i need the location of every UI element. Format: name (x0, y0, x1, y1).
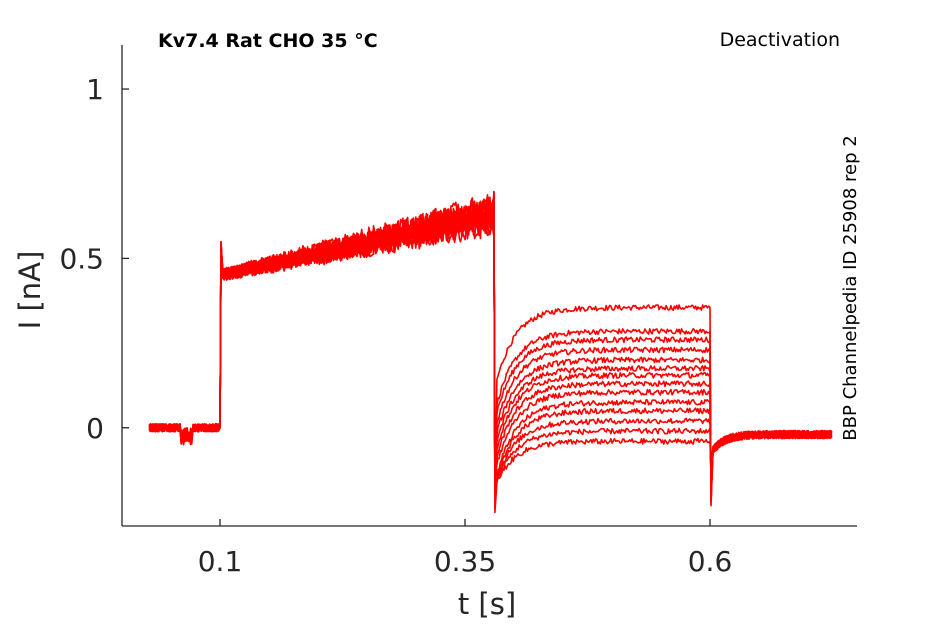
y-axis-title: I [nA] (13, 251, 47, 330)
current-trace (148, 195, 833, 499)
trace-group (148, 190, 833, 514)
x-tick-label: 0.6 (688, 545, 733, 578)
y-tick-label: 1 (86, 73, 104, 106)
current-trace (148, 196, 833, 507)
current-trace (148, 191, 833, 504)
current-trace (148, 190, 833, 496)
current-trace (148, 194, 832, 481)
x-tick-label: 0.35 (434, 545, 496, 578)
chart-title: Kv7.4 Rat CHO 35 °C (158, 30, 378, 52)
source-label: BBP Channelpedia ID 25908 rep 2 (840, 135, 861, 440)
y-tick-label: 0.5 (59, 242, 104, 275)
tick-group: 0.1 0.35 0.6 0 0.5 1 (59, 73, 732, 578)
x-axis-title: t [s] (458, 587, 516, 621)
y-tick-label: 0 (86, 412, 104, 445)
chart-protocol-label: Deactivation (720, 29, 840, 51)
current-trace (148, 201, 833, 491)
x-tick-label: 0.1 (198, 545, 243, 578)
current-trace (148, 192, 832, 514)
current-trace (148, 201, 833, 493)
current-trace (148, 198, 833, 502)
